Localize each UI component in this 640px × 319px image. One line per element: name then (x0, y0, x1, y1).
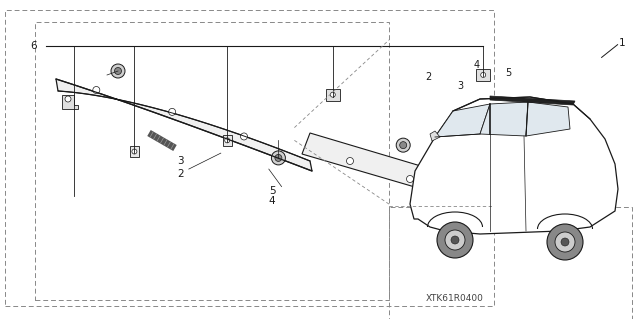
Circle shape (65, 96, 71, 102)
Polygon shape (62, 95, 78, 109)
Polygon shape (56, 79, 312, 171)
Polygon shape (430, 131, 440, 141)
Circle shape (547, 224, 583, 260)
Circle shape (555, 232, 575, 252)
Text: XTK61R0400: XTK61R0400 (426, 294, 483, 303)
Text: 3: 3 (458, 81, 464, 91)
Text: 1: 1 (619, 38, 625, 48)
Circle shape (396, 138, 410, 152)
Circle shape (169, 108, 175, 115)
Bar (35, 22, 389, 300)
Polygon shape (435, 104, 490, 137)
FancyBboxPatch shape (223, 135, 232, 146)
Bar (476, 69, 490, 81)
Circle shape (115, 68, 122, 75)
Circle shape (445, 230, 465, 250)
Circle shape (225, 138, 230, 143)
Text: 3: 3 (177, 156, 184, 166)
Text: 5: 5 (269, 186, 275, 197)
Polygon shape (302, 133, 498, 209)
Circle shape (330, 92, 335, 97)
Text: 4: 4 (269, 196, 275, 206)
Text: 2: 2 (426, 71, 432, 82)
FancyBboxPatch shape (130, 146, 139, 157)
Circle shape (451, 236, 459, 244)
Circle shape (451, 188, 458, 195)
Polygon shape (410, 97, 618, 234)
Circle shape (111, 64, 125, 78)
Circle shape (400, 142, 406, 149)
Circle shape (406, 175, 413, 182)
Circle shape (275, 154, 282, 161)
Circle shape (346, 158, 353, 165)
Circle shape (271, 151, 285, 165)
Circle shape (132, 149, 137, 154)
Polygon shape (490, 96, 575, 105)
Circle shape (561, 238, 569, 246)
Text: 6: 6 (31, 41, 37, 51)
Circle shape (481, 72, 486, 78)
Circle shape (93, 86, 100, 93)
Circle shape (241, 133, 248, 140)
Text: 2: 2 (177, 169, 184, 179)
Bar (5, 10, 494, 306)
Bar (389, 207, 632, 319)
Polygon shape (526, 102, 570, 136)
Text: 4: 4 (474, 60, 480, 70)
Polygon shape (480, 102, 528, 136)
Text: 5: 5 (506, 68, 512, 78)
Circle shape (437, 222, 473, 258)
Bar (326, 89, 340, 101)
